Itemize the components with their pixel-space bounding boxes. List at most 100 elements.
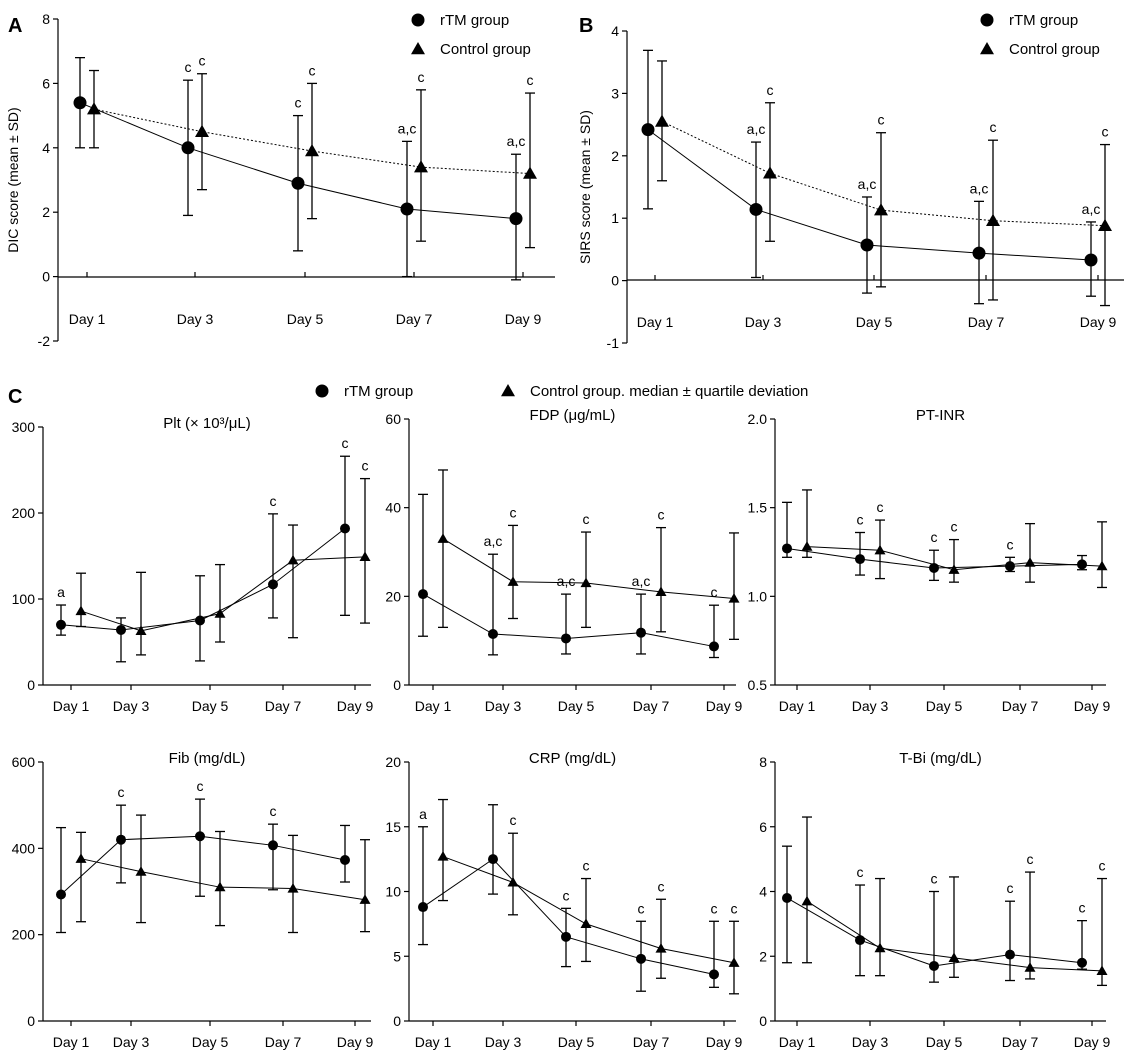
significance-label: c <box>309 62 316 78</box>
legend: rTM group Control group <box>980 12 1100 58</box>
data-point <box>986 213 1000 226</box>
panel-label-a: A <box>8 15 22 37</box>
significance-label: c <box>197 778 204 794</box>
data-point <box>580 918 592 928</box>
x-tick-label: Day 7 <box>633 1034 670 1050</box>
data-point <box>291 176 305 190</box>
y-tick-label: 300 <box>12 419 36 435</box>
x-tick-label: Day 7 <box>1002 698 1039 714</box>
data-point <box>507 576 519 586</box>
y-tick-label: 2 <box>611 148 619 164</box>
significance-label: c <box>418 69 425 85</box>
x-tick-label: Day 3 <box>852 698 889 714</box>
significance-label: a,c <box>632 573 651 589</box>
significance-label: a,c <box>484 533 503 549</box>
data-point <box>509 212 523 226</box>
legend: rTM group Control group <box>411 12 531 58</box>
y-tick-label: 5 <box>393 948 401 964</box>
x-tick-label: Day 1 <box>779 1034 816 1050</box>
significance-label: c <box>510 504 517 520</box>
data-point <box>305 144 319 157</box>
data-point <box>855 554 865 565</box>
data-point <box>400 202 414 216</box>
data-point <box>580 577 592 588</box>
series-rtm-group: a,c a,c a,c c <box>418 493 719 659</box>
series-rtm-group: acc c <box>418 804 719 992</box>
x-tick-label: Day 1 <box>53 1034 90 1050</box>
series-line <box>422 858 715 975</box>
data-point <box>709 969 719 980</box>
y-tick-label: 8 <box>759 754 767 770</box>
data-point <box>507 876 519 887</box>
significance-label: c <box>199 53 206 69</box>
x-tick-label: Day 7 <box>633 698 670 714</box>
significance-label: c <box>878 112 885 128</box>
x-tick-label: Day 1 <box>69 311 106 327</box>
legend-label-rtm-group: rTM group <box>440 12 509 29</box>
significance-label: c <box>711 900 718 916</box>
data-point <box>655 114 669 127</box>
data-point <box>929 960 939 971</box>
x-tick-label: Day 1 <box>415 698 452 714</box>
y-tick-label: 0 <box>42 269 50 285</box>
series-line <box>60 528 346 631</box>
significance-label: c <box>270 493 277 509</box>
x-tick-label: Day 5 <box>558 1034 595 1050</box>
significance-label: c <box>185 59 192 75</box>
data-point <box>728 957 740 967</box>
data-point <box>1005 561 1015 572</box>
y-tick-label: 2.0 <box>748 411 768 427</box>
y-tick-label: 4 <box>759 884 767 900</box>
data-point <box>1098 218 1112 231</box>
chart-ptinr: 0.5 1.0 1.5 2.0 Day 1 Day 3 Day 5 Day 7 Day 9 PT-… <box>748 407 1111 714</box>
legend-marker-triangle <box>411 42 425 55</box>
legend-label-control-group-median-quartile-deviation: Control group. median ± quartile deviati… <box>530 383 808 400</box>
data-point <box>1024 557 1036 567</box>
chart-fib: 0 200 400 600 Day 1 Day 3 Day 5 Day 7 Day 9 Fib (… <box>12 750 374 1050</box>
y-tick-label: 60 <box>385 411 401 427</box>
panel-title: CRP (mg/dL) <box>529 750 616 767</box>
series-rtm-group: c c c <box>56 778 350 934</box>
y-tick-label: 0 <box>393 677 401 693</box>
significance-label: a,c <box>398 120 417 136</box>
y-tick-label: 0 <box>27 1013 35 1029</box>
data-point <box>340 854 350 865</box>
y-tick-label: 1.0 <box>748 588 768 604</box>
x-tick-label: Day 1 <box>53 698 90 714</box>
y-tick-label: 3 <box>611 85 619 101</box>
x-tick-label: Day 5 <box>926 698 963 714</box>
x-tick-label: Day 5 <box>287 311 324 327</box>
significance-label: c <box>583 511 590 527</box>
x-tick-label: Day 7 <box>396 311 433 327</box>
y-axis-label: SIRS score (mean ± SD) <box>577 110 593 264</box>
legend-label-rtm-group: rTM group <box>344 383 413 400</box>
y-tick-label: 4 <box>611 23 619 39</box>
data-point <box>418 902 428 913</box>
y-tick-label: 0 <box>759 1013 767 1029</box>
y-tick-label: 200 <box>12 927 36 943</box>
significance-label: c <box>118 784 125 800</box>
x-tick-label: Day 5 <box>192 698 229 714</box>
data-point <box>437 851 449 861</box>
x-tick-label: Day 7 <box>265 698 302 714</box>
y-tick-label: -1 <box>607 335 620 351</box>
y-tick-label: 40 <box>385 500 401 516</box>
data-point <box>287 554 299 565</box>
data-point <box>1096 965 1108 975</box>
y-tick-label: 400 <box>12 840 36 856</box>
chart-fdp: 0 20 40 60 Day 1 Day 3 Day 5 Day 7 Day 9 FDP (μg/… <box>385 407 742 714</box>
data-point <box>1096 560 1108 571</box>
panel-title: Fib (mg/dL) <box>169 750 246 767</box>
data-point <box>1077 559 1087 570</box>
data-point <box>418 589 428 600</box>
significance-label: c <box>658 878 665 894</box>
series-rtm-group: a,c a,c a,c a,c <box>641 49 1100 305</box>
x-tick-label: Day 7 <box>265 1034 302 1050</box>
legend-label-control-group: Control group <box>1009 41 1100 58</box>
data-point <box>488 854 498 865</box>
y-tick-label: 1 <box>611 210 619 226</box>
y-tick-label: 100 <box>12 591 36 607</box>
x-tick-label: Day 3 <box>745 314 782 330</box>
